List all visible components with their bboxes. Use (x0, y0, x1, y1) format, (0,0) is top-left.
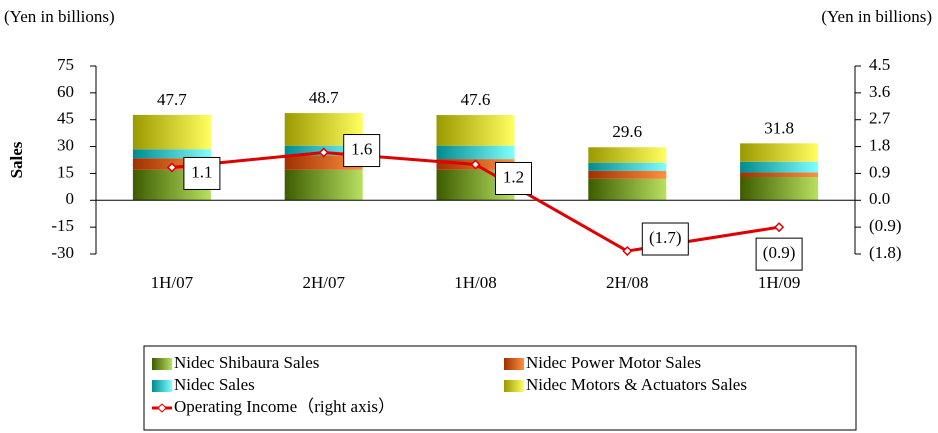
total-label: 31.8 (764, 118, 794, 137)
y-tick-label: 45 (57, 109, 74, 128)
data-label: 1.6 (351, 139, 372, 158)
y2-tick-label: 4.5 (869, 55, 890, 74)
bar-segment (588, 170, 667, 179)
label-box (755, 237, 803, 271)
bar-segment (588, 147, 667, 163)
label-box (641, 222, 689, 256)
y2-tick-label: 3.6 (869, 82, 890, 101)
legend-marker (157, 403, 167, 413)
right-unit: (Yen in billions) (821, 7, 932, 26)
y2-tick-label: 1.8 (869, 135, 890, 154)
bar-segment (284, 169, 363, 201)
x-tick-label: 2H/07 (302, 273, 345, 292)
y-tick-label: -30 (51, 243, 74, 262)
legend-label: Operating Income（right axis） (174, 397, 395, 416)
bar-segment (740, 172, 819, 178)
data-label: 1.2 (503, 167, 524, 186)
total-label: 29.6 (612, 122, 642, 141)
legend-swatch (504, 358, 524, 370)
data-label: 1.1 (191, 162, 212, 181)
total-label: 48.7 (309, 88, 339, 107)
y-tick-label: 15 (57, 162, 74, 181)
line-marker (470, 159, 481, 170)
line-marker (166, 162, 177, 173)
data-label: (1.7) (649, 228, 682, 247)
legend-label: Nidec Motors & Actuators Sales (526, 375, 747, 394)
line-marker (622, 245, 633, 257)
bar-segment (588, 162, 667, 171)
bar-segment (740, 177, 819, 201)
y-tick-label: 75 (57, 55, 74, 74)
legend-label: Nidec Shibaura Sales (174, 353, 319, 372)
y-tick-label: 60 (57, 82, 74, 101)
bar-segment (132, 114, 211, 150)
bar-segment (740, 143, 819, 162)
label-box (495, 161, 532, 195)
y2-tick-label: 2.7 (869, 109, 891, 128)
total-label: 47.6 (461, 90, 491, 109)
legend-swatch (152, 358, 172, 370)
y2-tick-label: 0.9 (869, 162, 890, 181)
y2-tick-label: 0.0 (869, 189, 890, 208)
total-label: 47.7 (157, 90, 187, 109)
bar-segment (740, 161, 819, 173)
y-axis-label: Sales (7, 141, 26, 178)
y2-tick-label: (1.8) (869, 243, 902, 262)
bar-segment (436, 145, 515, 160)
y-tick-label: -15 (51, 216, 74, 235)
legend-swatch (504, 380, 524, 392)
data-label: (0.9) (763, 243, 796, 262)
line-marker (774, 222, 785, 233)
label-box (343, 134, 381, 168)
legend-label: Nidec Power Motor Sales (526, 353, 701, 372)
y-tick-label: 0 (66, 189, 75, 208)
bar-segment (436, 115, 515, 146)
bar-segment (132, 149, 211, 159)
line-marker (318, 147, 329, 158)
left-unit: (Yen in billions) (4, 7, 115, 26)
label-box (183, 156, 221, 190)
x-tick-label: 1H/08 (454, 273, 497, 292)
bar-segment (588, 178, 667, 201)
x-tick-label: 1H/09 (758, 273, 801, 292)
y2-tick-label: (0.9) (869, 216, 902, 235)
x-tick-label: 2H/08 (606, 273, 649, 292)
legend-box (143, 345, 857, 431)
y-tick-label: 30 (57, 135, 74, 154)
legend-label: Nidec Sales (174, 375, 255, 394)
x-tick-label: 1H/07 (151, 273, 194, 292)
legend-swatch (152, 380, 172, 392)
